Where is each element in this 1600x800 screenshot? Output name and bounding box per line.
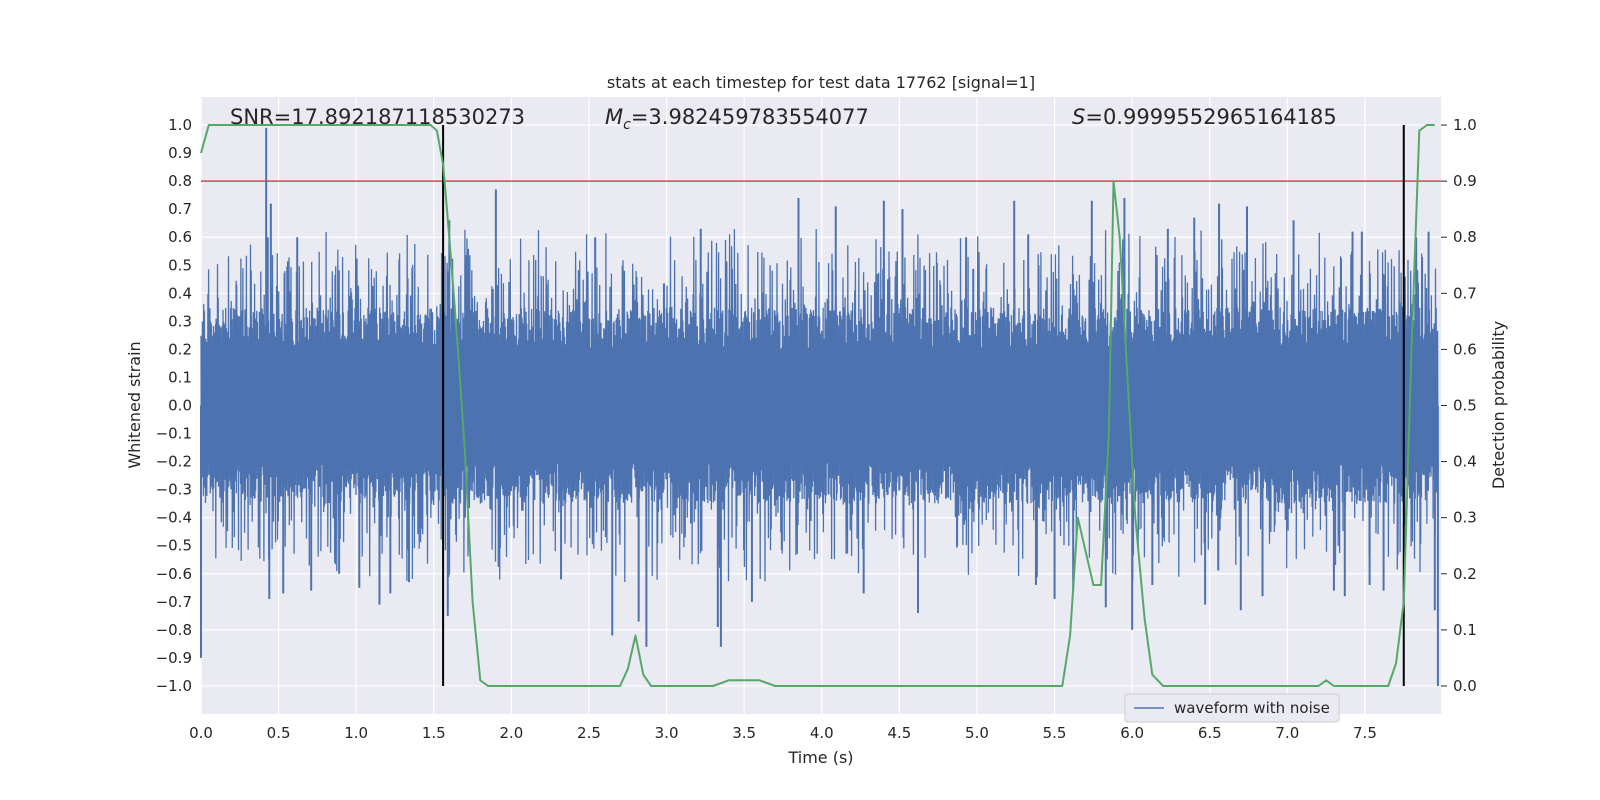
y-tick-label: −0.9	[156, 649, 192, 667]
tick-labels: 0.0 0.5 1.0 1.5 2.0 2.5 3.0 3.5 4.0 4.5 5.0 5.5 6.0 6…	[156, 116, 1477, 742]
y-tick-label: −0.3	[156, 481, 192, 499]
y2-tick-label: 0.8	[1453, 228, 1477, 246]
y-tick-label: −0.2	[156, 453, 192, 471]
y2-tick-label: 0.4	[1453, 453, 1477, 471]
y2-tick-label: 0.6	[1453, 340, 1477, 358]
y2-tick-label: 0.3	[1453, 509, 1477, 527]
y-tick-label: 0.2	[168, 340, 192, 358]
y-tick-label: −0.4	[156, 509, 192, 527]
x-tick-label: 0.5	[267, 724, 291, 742]
y-tick-label: 0.9	[168, 144, 192, 162]
chart-title: stats at each timestep for test data 177…	[607, 73, 1035, 92]
legend-box	[1124, 693, 1340, 723]
s-symbol: S	[1072, 105, 1085, 129]
x-tick-label: 4.5	[887, 724, 911, 742]
probability-series	[200, 124, 1435, 687]
y-tick-label: −0.5	[156, 537, 192, 555]
y-tick-label: 1.0	[168, 116, 192, 134]
y-tick-label: −0.8	[156, 621, 192, 639]
x-tick-label: 2.0	[499, 724, 523, 742]
y-tick-label: 0.7	[168, 200, 192, 218]
y-tick-label: 0.0	[168, 397, 192, 415]
y-tick-label: −1.0	[156, 677, 192, 695]
x-tick-label: 4.0	[810, 724, 834, 742]
y2-tick-label: 0.7	[1453, 284, 1477, 302]
s-value: =0.9999552965164185	[1085, 105, 1336, 129]
legend: waveform with noise	[1124, 693, 1340, 723]
y-tick-label: 0.1	[168, 368, 192, 386]
x-tick-label: 5.0	[965, 724, 989, 742]
waveform-series	[200, 127, 1439, 686]
y-tick-label: −0.6	[156, 565, 192, 583]
y-tick-label: 0.3	[168, 312, 192, 330]
y-axis-label: Whitened strain	[125, 341, 144, 468]
y2-axis-label: Detection probability	[1489, 321, 1508, 489]
y2-tick-label: 0.2	[1453, 565, 1477, 583]
y-tick-label: 0.4	[168, 284, 192, 302]
y2-tick-label: 0.5	[1453, 397, 1477, 415]
x-tick-label: 0.0	[189, 724, 213, 742]
x-tick-label: 6.0	[1120, 724, 1144, 742]
y-tick-label: 0.5	[168, 256, 192, 274]
chirp-mass-annotation: Mc=3.982459783554077	[605, 105, 869, 133]
x-tick-label: 5.5	[1043, 724, 1067, 742]
snr-annotation: SNR=17.892187118530273	[230, 105, 525, 129]
probability-line	[200, 124, 1435, 687]
mc-subscript: c	[623, 117, 631, 133]
mc-symbol: M	[605, 105, 623, 129]
x-tick-label: 3.5	[732, 724, 756, 742]
x-tick-label: 2.5	[577, 724, 601, 742]
x-axis-label: Time (s)	[787, 748, 853, 767]
x-tick-label: 7.0	[1275, 724, 1299, 742]
x-tick-label: 1.0	[344, 724, 368, 742]
y-tick-label: 0.8	[168, 172, 192, 190]
y2-tick-label: 0.9	[1453, 172, 1477, 190]
y-tick-label: 0.6	[168, 228, 192, 246]
x-tick-label: 7.5	[1353, 724, 1377, 742]
y2-tick-label: 1.0	[1453, 116, 1477, 134]
y2-tick-label: 0.0	[1453, 677, 1477, 695]
x-tick-label: 6.5	[1198, 724, 1222, 742]
y2-tick-label: 0.1	[1453, 621, 1477, 639]
y-tick-label: −0.1	[156, 425, 192, 443]
x-tick-label: 1.5	[422, 724, 446, 742]
score-annotation: S=0.9999552965164185	[1072, 105, 1337, 129]
mc-value: =3.982459783554077	[631, 105, 869, 129]
x-tick-label: 3.0	[655, 724, 679, 742]
y-tick-label: −0.7	[156, 593, 192, 611]
legend-label-waveform: waveform with noise	[1174, 699, 1330, 717]
waveform-line	[200, 228, 1439, 583]
